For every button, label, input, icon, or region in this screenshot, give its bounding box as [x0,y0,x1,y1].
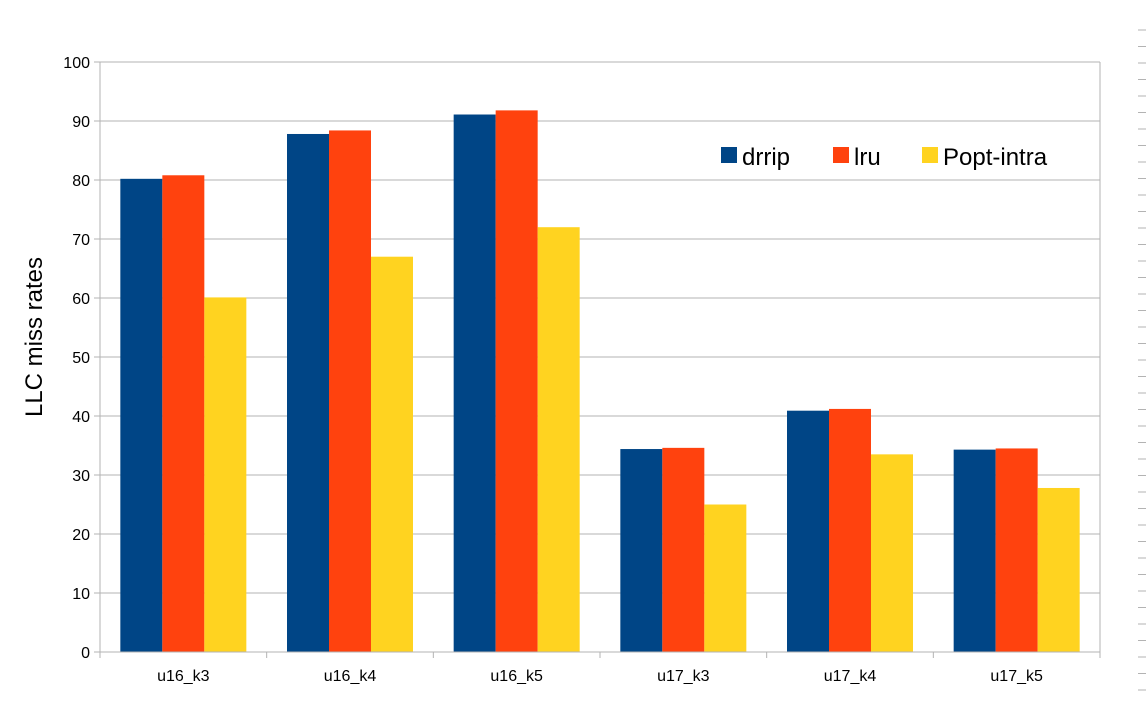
y-tick-label: 60 [72,291,90,308]
bar-drrip-u17_k5 [953,449,996,652]
y-tick-label: 20 [72,527,90,544]
x-tick-label: u17_k5 [990,668,1043,685]
legend-label-Popt-intra: Popt-intra [943,144,1048,171]
bar-Popt-intra-u17_k5 [1037,487,1080,652]
y-axis-tick-labels: 0 10 20 30 40 50 60 70 80 90 100 [63,55,90,662]
bar-Popt-intra-u16_k4 [371,256,413,652]
y-tick-label: 50 [72,350,90,367]
bar-lru-u17_k5 [995,448,1038,652]
legend-swatch-drrip [721,147,737,163]
bar-drrip-u17_k4 [787,410,829,652]
right-edge-marks [1138,29,1146,691]
y-tick-label: 0 [81,645,90,662]
legend-swatch-Popt-intra [922,147,938,163]
legend-swatch-lru [833,147,849,163]
y-tick-label: 80 [72,173,90,190]
bar-Popt-intra-u16_k3 [204,297,247,652]
x-tick-label: u16_k5 [490,668,543,685]
x-tick-label: u16_k3 [157,668,210,685]
gridlines [100,61,1100,653]
bar-lru-u16_k3 [162,175,205,652]
y-tick-label: 10 [72,586,90,603]
x-tick-label: u17_k3 [657,668,710,685]
y-tick-label: 30 [72,468,90,485]
bar-Popt-intra-u17_k3 [704,504,747,652]
bar-Popt-intra-u16_k5 [537,227,580,652]
bar-lru-u17_k3 [662,447,705,652]
bar-drrip-u16_k4 [287,133,329,653]
x-tick-label: u17_k4 [824,668,877,685]
legend: drrip lru Popt-intra [721,144,1048,171]
y-tick-label: 90 [72,114,90,131]
bar-lru-u17_k4 [829,408,871,652]
legend-label-lru: lru [854,144,881,171]
bar-Popt-intra-u17_k4 [871,454,913,652]
y-tick-label: 40 [72,409,90,426]
y-tick-label: 100 [63,55,90,72]
legend-label-drrip: drrip [742,144,790,171]
bars [120,110,1080,653]
bar-drrip-u17_k3 [620,449,663,652]
y-axis-title: LLC miss rates [21,257,48,417]
x-axis-tick-labels: u16_k3 u16_k4 u16_k5 u17_k3 u17_k4 u17_k5 [157,668,1043,685]
bar-drrip-u16_k5 [453,114,496,652]
bar-lru-u16_k4 [329,130,371,652]
y-tick-label: 70 [72,232,90,249]
bar-drrip-u16_k3 [120,178,163,652]
bar-lru-u16_k5 [495,110,538,652]
axes [94,61,1101,658]
x-tick-label: u16_k4 [324,668,377,685]
